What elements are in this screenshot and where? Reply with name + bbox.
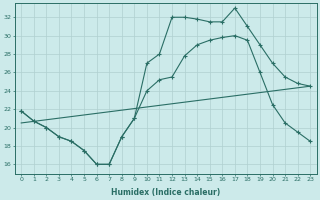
X-axis label: Humidex (Indice chaleur): Humidex (Indice chaleur) [111, 188, 220, 197]
